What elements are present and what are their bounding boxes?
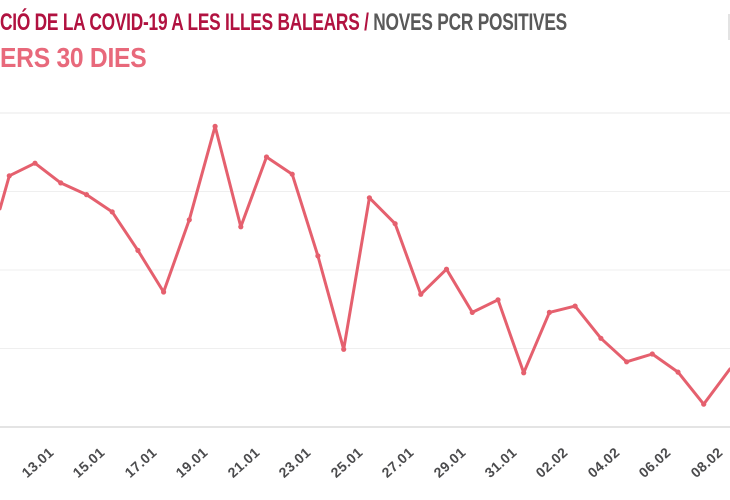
data-point-marker: [212, 123, 218, 129]
data-point-marker: [6, 173, 12, 179]
data-point-marker: [135, 247, 141, 253]
data-point-marker: [83, 192, 90, 198]
data-point-marker: [649, 351, 655, 357]
data-point-marker: [315, 253, 321, 259]
data-point-marker: [238, 224, 244, 230]
data-point-marker: [624, 359, 630, 365]
data-point-marker: [495, 297, 501, 303]
data-point-marker: [418, 291, 424, 297]
data-point-marker: [675, 369, 681, 375]
data-point-marker: [598, 335, 604, 341]
data-point-marker: [161, 289, 167, 295]
data-line: [0, 124, 730, 406]
chart-subtitle: ERS 30 DIES: [0, 42, 147, 73]
data-point-marker: [32, 160, 38, 166]
chart-title-secondary: NOVES PCR POSITIVES: [373, 9, 567, 36]
data-point-marker: [366, 195, 372, 201]
data-point-marker: [546, 309, 553, 315]
chart-title: CIÓ DE LA COVID-19 A LES ILLES BALEARS /…: [0, 9, 567, 37]
data-point-marker: [392, 221, 398, 227]
data-point-marker: [109, 209, 115, 215]
data-point-marker: [58, 180, 64, 186]
cropped-edge-artifact: [728, 14, 730, 40]
data-point-marker: [263, 154, 270, 160]
chart-title-primary: CIÓ DE LA COVID-19 A LES ILLES BALEARS /: [0, 9, 369, 36]
data-point-marker: [186, 217, 192, 223]
data-point-marker: [521, 370, 527, 376]
data-point-marker: [289, 171, 295, 177]
data-point-marker: [572, 303, 578, 309]
data-point-marker: [443, 266, 450, 272]
data-point-marker: [469, 309, 475, 315]
data-point-marker: [701, 401, 707, 407]
data-point-marker: [341, 346, 347, 352]
